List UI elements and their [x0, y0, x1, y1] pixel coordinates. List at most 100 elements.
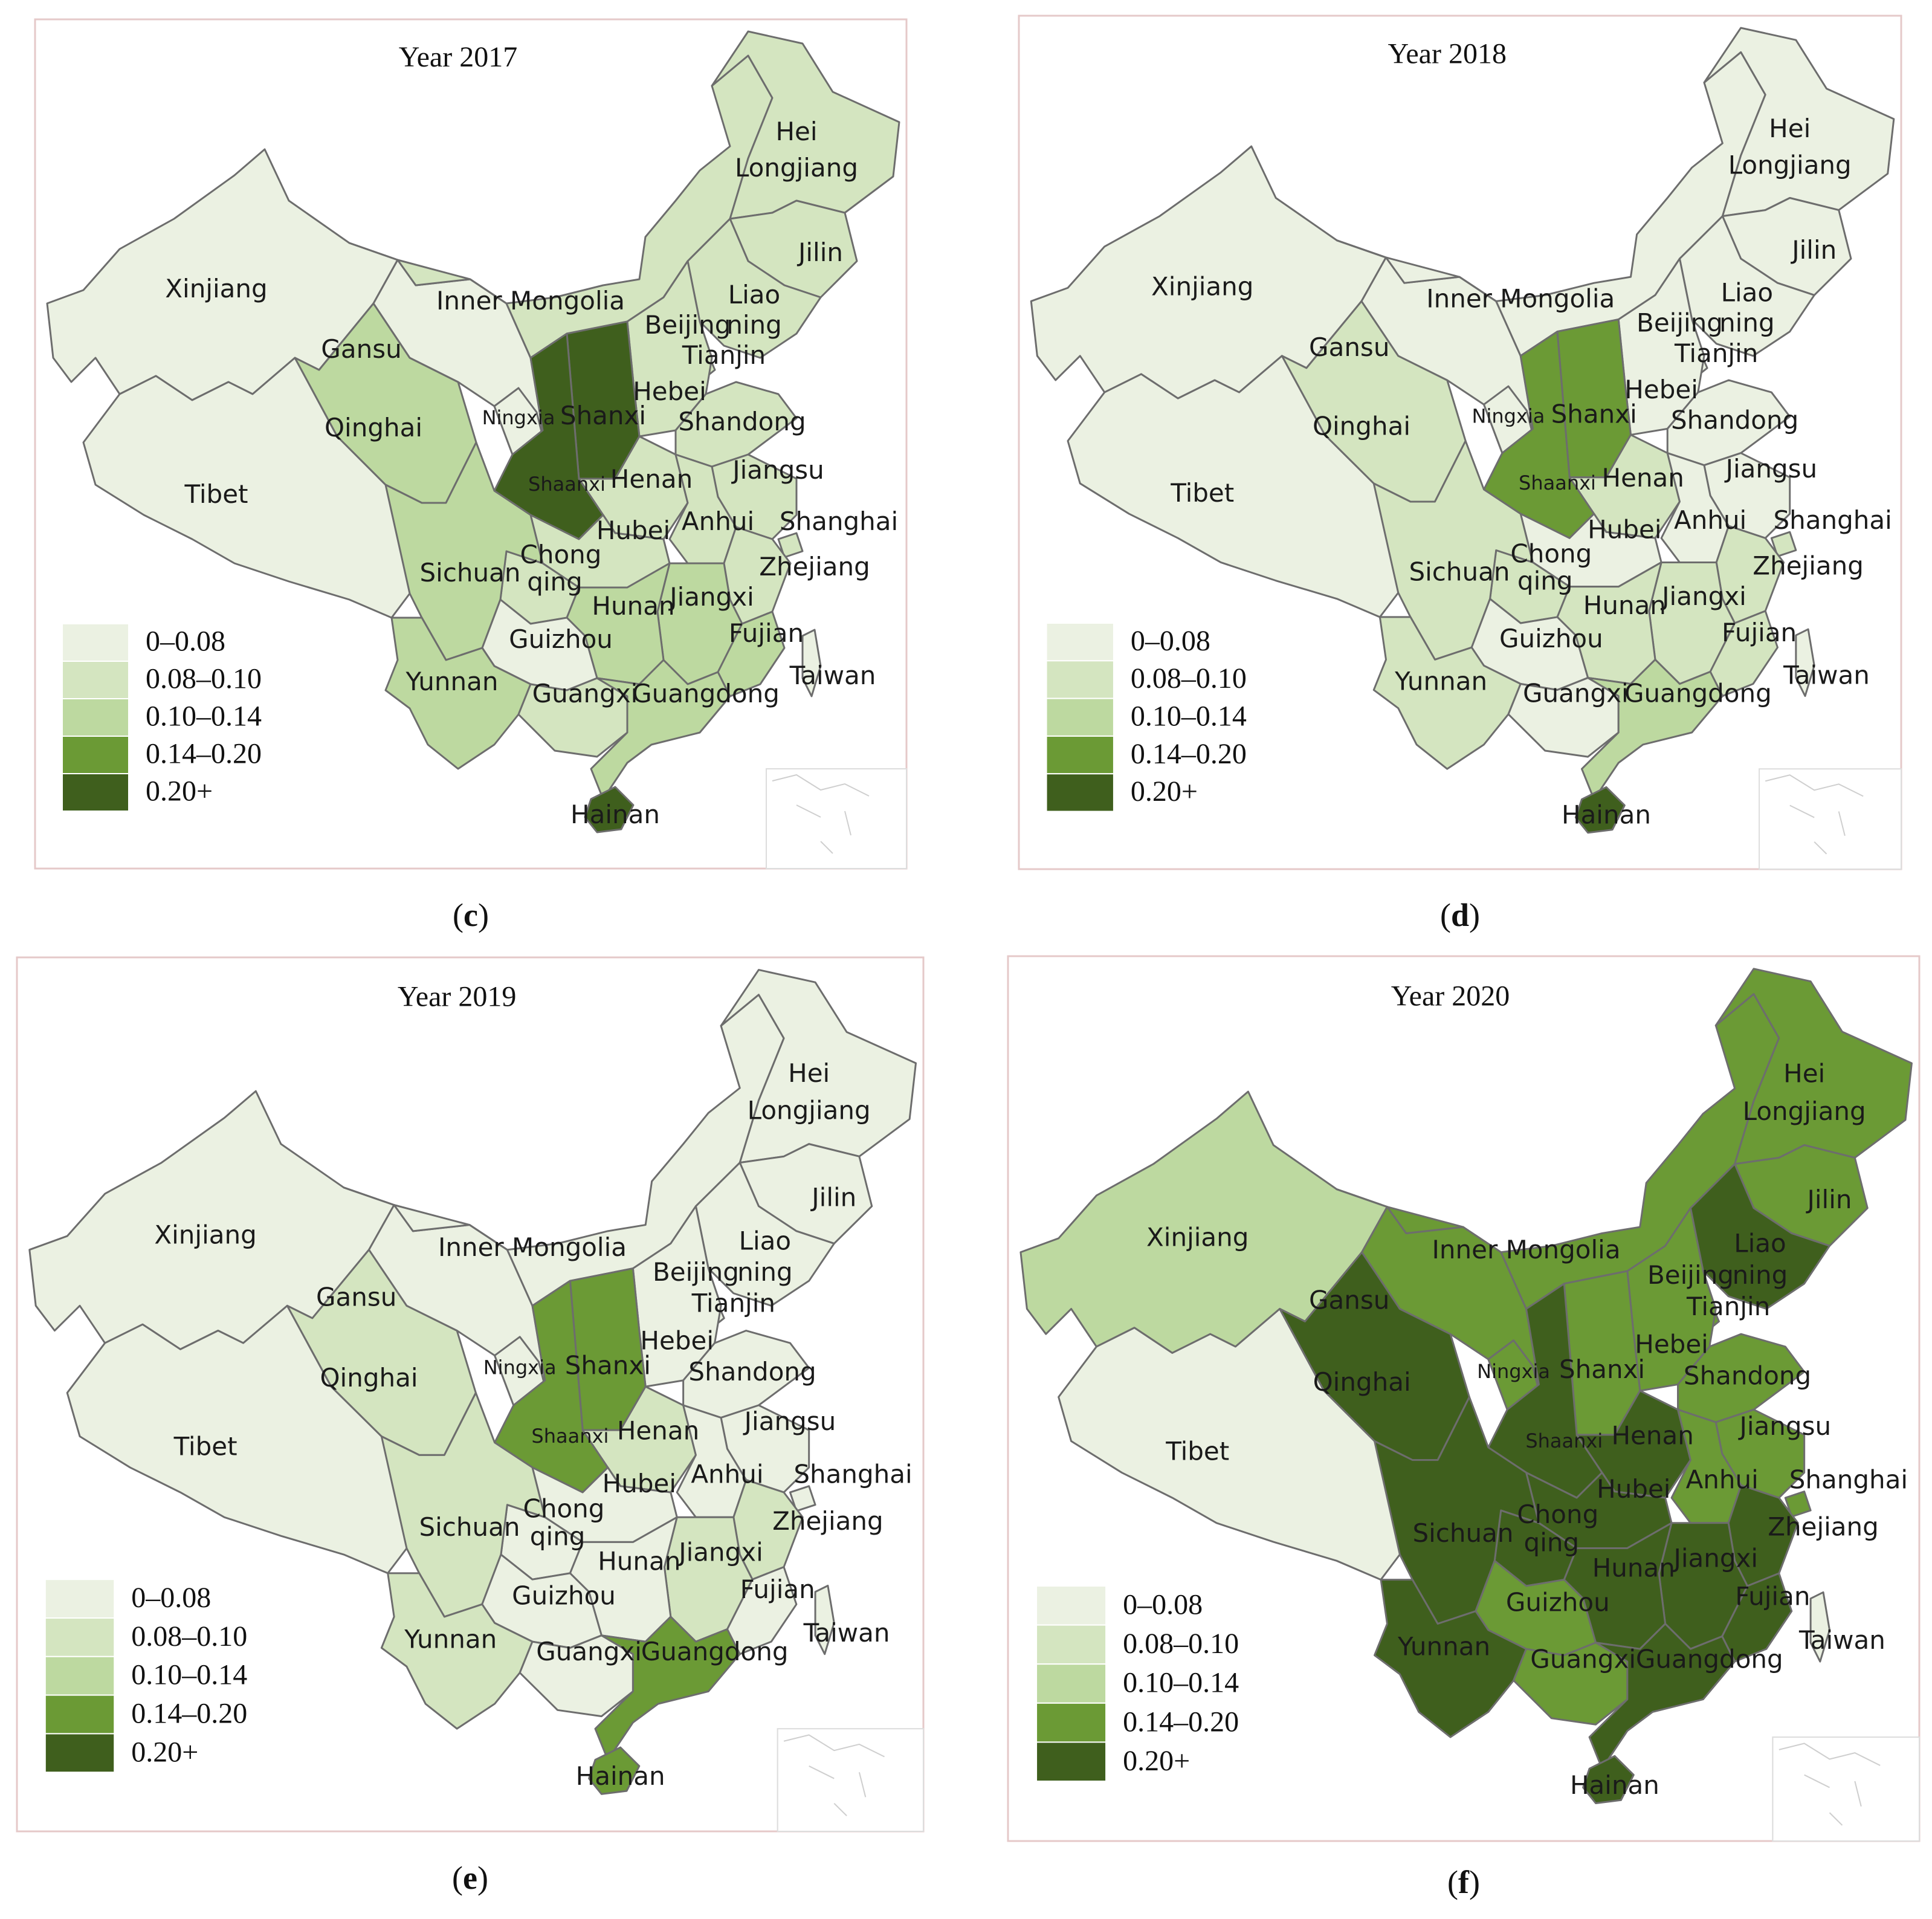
province-label: Anhui	[682, 506, 754, 536]
province-label: Ningxia	[483, 1356, 557, 1379]
province-yunnan	[386, 618, 531, 769]
legend-swatch	[62, 698, 129, 737]
province-label: Shaanxi	[528, 473, 606, 496]
province-label: Shanghai	[780, 506, 898, 536]
province-label: Guangdong	[1624, 679, 1772, 708]
map-panel-e: Xinjiang Tibet Qinghai Gansu Inner Mongolia H…	[16, 956, 925, 1896]
province-label: Chong	[523, 1493, 605, 1523]
legend-label: 0.14–0.20	[146, 738, 262, 770]
province-label: Zhejiang	[1768, 1512, 1879, 1542]
province-liaoning	[1679, 216, 1814, 356]
province-label: Guangxi	[536, 1637, 642, 1666]
legend-swatch	[1036, 1624, 1107, 1665]
province-label: Yunnan	[404, 1624, 497, 1654]
province-label: Jilin	[1805, 1185, 1852, 1214]
province-label: Longjiang	[1728, 150, 1852, 180]
province-label: Fujian	[740, 1574, 815, 1604]
province-label: Gansu	[1309, 1286, 1389, 1315]
inset-box	[1772, 1736, 1921, 1842]
province-taiwan	[1811, 1592, 1829, 1662]
province-label: Liao	[728, 280, 781, 309]
legend-swatch	[62, 736, 129, 774]
province-label: Beijing	[653, 1257, 739, 1287]
province-label: Jiangsu	[1738, 1411, 1832, 1441]
legend-label: 0.20+	[1131, 775, 1198, 807]
province-label: Gansu	[1309, 332, 1389, 362]
legend-swatch	[1045, 660, 1114, 699]
legend-swatch	[1036, 1663, 1107, 1704]
province-guangdong	[1589, 1624, 1735, 1769]
province-label: qing	[530, 1522, 586, 1552]
province-yunnan	[1374, 617, 1520, 769]
legend-swatch	[1036, 1585, 1107, 1626]
province-label: Shanxi	[1551, 399, 1637, 429]
province-liaoning	[1690, 1164, 1829, 1309]
province-label: Jiangxi	[1660, 581, 1746, 611]
province-hainan	[1583, 1756, 1634, 1803]
inset-box	[1759, 768, 1902, 870]
province-label: Qinghai	[1313, 411, 1410, 441]
province-label: Fujian	[729, 618, 804, 648]
province-label: Guizhou	[512, 1581, 616, 1610]
province-label: Henan	[617, 1416, 699, 1446]
province-label: Inner Mongolia	[438, 1232, 627, 1262]
province-label: Hunan	[598, 1547, 680, 1576]
legend-label: 0.10–0.14	[146, 701, 262, 733]
province-label: Hubei	[1588, 514, 1661, 544]
map-body	[1031, 28, 1902, 870]
province-label: Liao	[739, 1226, 792, 1256]
province-liaoning	[696, 1163, 834, 1306]
province-label: Sichuan	[1409, 557, 1510, 587]
province-label: Shandong	[1684, 1361, 1811, 1391]
legend-label: 0.14–0.20	[131, 1698, 247, 1730]
province-label: Shandong	[678, 407, 806, 436]
province-label: Hainan	[1570, 1770, 1659, 1800]
legend-label: 0.20+	[146, 775, 213, 807]
province-label: Longjiang	[735, 153, 858, 183]
map-panel-c: Xinjiang Tibet Qinghai Gansu Inner Mongolia H…	[34, 18, 908, 933]
province-label: Guizhou	[509, 624, 613, 654]
province-label: qing	[527, 567, 583, 597]
legend-label: 0–0.08	[1123, 1589, 1203, 1621]
province-label: Shanghai	[1773, 505, 1892, 535]
province-label: Hubei	[1597, 1474, 1670, 1504]
province-label: qing	[1517, 566, 1573, 596]
province-label: ning	[1719, 308, 1775, 338]
province-label: Shaanxi	[1525, 1429, 1603, 1452]
legend-label: 0–0.08	[146, 626, 225, 658]
province-label: Beijing	[1636, 308, 1723, 338]
province-label: Ningxia	[1477, 1360, 1550, 1383]
legend-label: 0–0.08	[131, 1582, 211, 1614]
legend-swatch	[1045, 773, 1114, 812]
province-label: Hebei	[1624, 375, 1698, 404]
inset-sketch	[772, 774, 870, 854]
province-label: Hei	[788, 1058, 830, 1088]
province-hainan	[585, 787, 633, 832]
province-label: Taiwan	[1783, 660, 1870, 690]
province-label: Tibet	[173, 1431, 237, 1461]
province-label: Taiwan	[1798, 1625, 1885, 1655]
province-guangdong	[1581, 659, 1722, 799]
map-body	[47, 31, 907, 869]
province-hainan	[1575, 787, 1624, 832]
map-panel-f: Xinjiang Tibet Qinghai Gansu Inner Mongolia H…	[1007, 955, 1921, 1900]
province-label: Xinjiang	[154, 1220, 256, 1249]
legend-swatch	[44, 1579, 115, 1619]
province-guangdong	[595, 1617, 740, 1760]
inset-box	[777, 1728, 925, 1833]
legend-swatch	[44, 1733, 115, 1773]
province-label: Zhejiang	[772, 1506, 884, 1536]
province-label: Henan	[610, 464, 693, 494]
province-label: Shanghai	[1789, 1464, 1908, 1494]
province-label: Jiangsu	[731, 455, 824, 485]
province-label: Ningxia	[482, 406, 555, 429]
province-label: Sichuan	[419, 558, 520, 587]
province-label: Sichuan	[419, 1512, 520, 1542]
legend-label: 0.10–0.14	[131, 1659, 247, 1691]
legend-label: 0.20+	[131, 1736, 198, 1768]
province-label: Taiwan	[789, 661, 876, 690]
inset-sketch	[1765, 774, 1864, 855]
province-label: Hebei	[1635, 1329, 1708, 1359]
province-label: Yunnan	[405, 667, 498, 696]
